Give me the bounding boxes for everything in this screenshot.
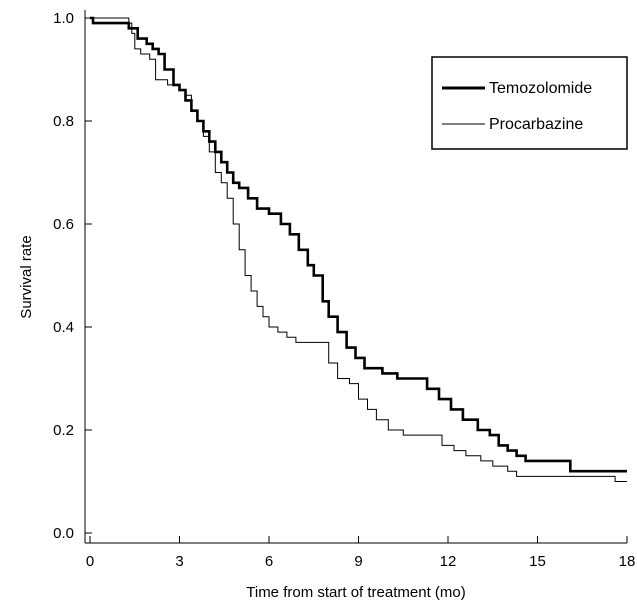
legend-label-procarbazine: Procarbazine [489, 116, 583, 133]
series-line-procarbazine [90, 17, 627, 482]
x-axis-title: Time from start of treatment (mo) [246, 584, 466, 601]
legend-label-temozolomide: Temozolomide [489, 80, 592, 97]
y-tick-label: 0.6 [53, 216, 74, 233]
y-axis-title: Survival rate [18, 235, 35, 318]
x-tick-label: 15 [529, 553, 546, 570]
y-tick-label: 1.0 [53, 10, 74, 27]
x-tick-label: 3 [175, 553, 183, 570]
series-layer [90, 16, 627, 482]
plot-area [84, 10, 627, 544]
legend-box [431, 56, 628, 150]
x-tick-label: 0 [86, 553, 94, 570]
x-tick-label: 18 [619, 553, 636, 570]
x-tick-label: 6 [265, 553, 273, 570]
y-axis-ticks: 0.0 0.2 0.4 0.6 0.8 1.0 [53, 10, 92, 542]
x-tick-label: 9 [354, 553, 362, 570]
y-tick-label: 0.2 [53, 422, 74, 439]
x-tick-label: 12 [440, 553, 457, 570]
series-line-temozolomide [90, 16, 627, 473]
y-tick-label: 0.4 [53, 319, 74, 336]
x-axis-ticks: 0 3 6 9 12 15 18 [86, 536, 636, 570]
y-tick-label: 0.8 [53, 113, 74, 130]
y-tick-label: 0.0 [53, 525, 74, 542]
legend: Temozolomide Procarbazine [431, 56, 628, 150]
